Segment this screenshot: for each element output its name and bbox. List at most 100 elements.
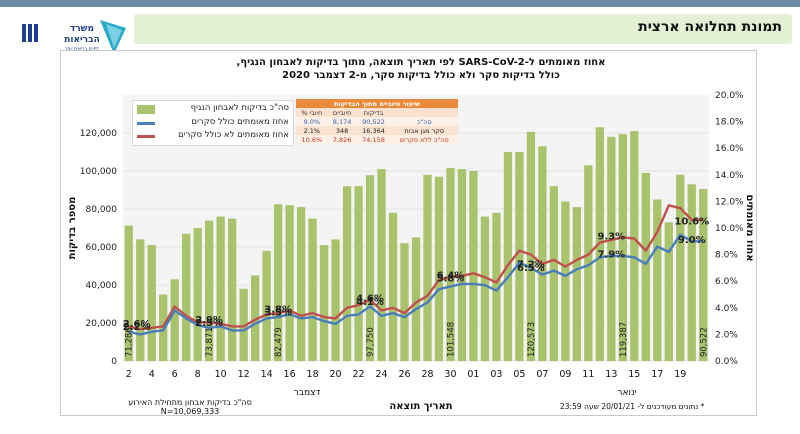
bar-tests bbox=[607, 136, 616, 361]
bar-tests bbox=[342, 186, 352, 361]
summary-header bbox=[391, 108, 458, 117]
bar-tests bbox=[182, 233, 191, 361]
x-tick: 8 bbox=[195, 369, 201, 380]
bar-tests bbox=[354, 186, 363, 361]
bar-tests bbox=[251, 275, 260, 361]
bar-data-label: 82,479 bbox=[274, 327, 284, 357]
bar-tests bbox=[572, 207, 581, 361]
point-annotation: 2.9% bbox=[195, 315, 223, 326]
y-tick-right: 4.0% bbox=[715, 304, 738, 314]
legend-item-excl: אחוז מאומתים לא כולל סקרים bbox=[137, 130, 289, 143]
bar-tests bbox=[480, 216, 490, 361]
bar-tests bbox=[273, 204, 283, 361]
summary-cell: סה"כ bbox=[416, 117, 432, 126]
series-line-excl-surveys bbox=[128, 204, 704, 331]
legend-label-incl: אחוז מאומתים כולל סקרים bbox=[191, 117, 289, 127]
x-tick: 24 bbox=[375, 369, 387, 380]
bar-tests bbox=[239, 288, 248, 361]
bar-tests bbox=[205, 220, 214, 361]
legend-item-incl: אחוז מאומתים כולל סקרים bbox=[137, 117, 289, 130]
y-tick-right: 14.0% bbox=[715, 171, 744, 181]
y-tick-right: 0.0% bbox=[715, 357, 738, 367]
point-annotation: 10.6% bbox=[674, 216, 709, 227]
bar-tests bbox=[538, 146, 547, 361]
bar-tests bbox=[319, 245, 329, 361]
point-annotation: 3.8% bbox=[264, 305, 292, 316]
legend-swatch-incl bbox=[137, 122, 155, 125]
y-tick-left: 0 bbox=[111, 357, 117, 367]
x-tick: 12 bbox=[238, 369, 250, 380]
bar-tests bbox=[653, 199, 662, 361]
bar-tests bbox=[676, 174, 685, 361]
bar-tests bbox=[423, 174, 432, 361]
legend-label-tests: סה"כ בדיקות לאבחון הנגיף bbox=[190, 103, 289, 113]
summary-cell: סקר מגן אבות bbox=[404, 126, 445, 135]
bar-tests bbox=[469, 171, 478, 361]
bar-tests bbox=[285, 205, 294, 361]
x-tick: 17 bbox=[651, 369, 663, 380]
bar-tests bbox=[515, 152, 524, 361]
x-tick: 03 bbox=[490, 369, 502, 380]
x-tick: 19 bbox=[674, 369, 686, 380]
series-line-incl-surveys bbox=[128, 233, 704, 336]
summary-cell: 9.0% bbox=[303, 117, 321, 126]
x-tick: 15 bbox=[628, 369, 640, 380]
x-tick: 4 bbox=[149, 369, 155, 380]
logo-line1: משרד bbox=[70, 24, 94, 34]
bar-tests bbox=[296, 207, 306, 361]
summary-cell: 16,364 bbox=[362, 126, 385, 135]
x-tick: 05 bbox=[513, 369, 525, 380]
x-tick: 2 bbox=[126, 369, 132, 380]
x-tick: 26 bbox=[398, 369, 410, 380]
month-label-january: ינואר bbox=[617, 388, 636, 398]
footer-update-note: * נתונים מעודכנים ל- 20/01/21 שעה 23:59 bbox=[560, 402, 705, 411]
ministry-logo: משרד הבריאות לחיים בריאים יותר bbox=[22, 20, 126, 54]
summary-cell: 90,522 bbox=[362, 117, 385, 126]
bar-data-label: 71,286 bbox=[125, 327, 135, 357]
point-annotation: 4.6% bbox=[356, 294, 384, 305]
x-tick: 6 bbox=[172, 369, 178, 380]
bar-tests bbox=[641, 172, 650, 361]
point-annotation: 5.8% bbox=[437, 274, 465, 285]
summary-cell: 7,826 bbox=[332, 135, 352, 144]
x-axis-label: תאריך תוצאה bbox=[389, 401, 452, 412]
point-annotation: 6.4% bbox=[437, 271, 465, 282]
summary-cell: סה"כ ללא סקרים bbox=[399, 135, 449, 144]
summary-cell: 2.1% bbox=[303, 126, 321, 135]
bar-tests bbox=[216, 216, 225, 361]
bar-tests bbox=[136, 239, 145, 361]
summary-header: חיוביים bbox=[332, 108, 352, 117]
bar-tests bbox=[400, 243, 409, 361]
y-tick-right: 20.0% bbox=[715, 91, 744, 101]
y-tick-right: 12.0% bbox=[715, 197, 744, 207]
bar-data-label: 101,548 bbox=[446, 322, 456, 357]
summary-cell: 10.6% bbox=[301, 135, 323, 144]
bar-tests bbox=[147, 245, 156, 361]
x-tick: 18 bbox=[307, 369, 319, 380]
point-annotation: 2.2% bbox=[123, 322, 151, 333]
x-tick: 28 bbox=[421, 369, 433, 380]
bar-tests bbox=[377, 169, 386, 361]
y-tick-left: 40,000 bbox=[86, 281, 118, 291]
legend-swatch-tests bbox=[137, 105, 155, 114]
top-strip bbox=[0, 0, 800, 7]
x-tick: 22 bbox=[353, 369, 365, 380]
y-tick-left: 80,000 bbox=[86, 205, 118, 215]
point-annotation: 2.6% bbox=[123, 319, 151, 330]
point-annotation: 9.0% bbox=[678, 235, 706, 246]
y-tick-right: 18.0% bbox=[715, 118, 744, 128]
bar-tests bbox=[365, 175, 375, 361]
legend-item-tests: סה"כ בדיקות לאבחון הנגיף bbox=[137, 103, 289, 116]
bar-data-label: 73,871 bbox=[205, 327, 215, 357]
x-tick: 20 bbox=[330, 369, 342, 380]
bar-tests bbox=[331, 239, 340, 361]
bar-tests bbox=[124, 225, 133, 361]
summary-header: % חיובי bbox=[301, 108, 323, 117]
y-axis-left-label: מספר בדיקות bbox=[67, 197, 78, 260]
bar-data-label: 119,387 bbox=[619, 322, 629, 357]
y-tick-right: 16.0% bbox=[715, 144, 744, 154]
x-tick: 11 bbox=[582, 369, 594, 380]
bar-tests bbox=[526, 131, 536, 361]
bar-tests bbox=[584, 165, 593, 361]
summary-cell: 8,174 bbox=[332, 117, 352, 126]
